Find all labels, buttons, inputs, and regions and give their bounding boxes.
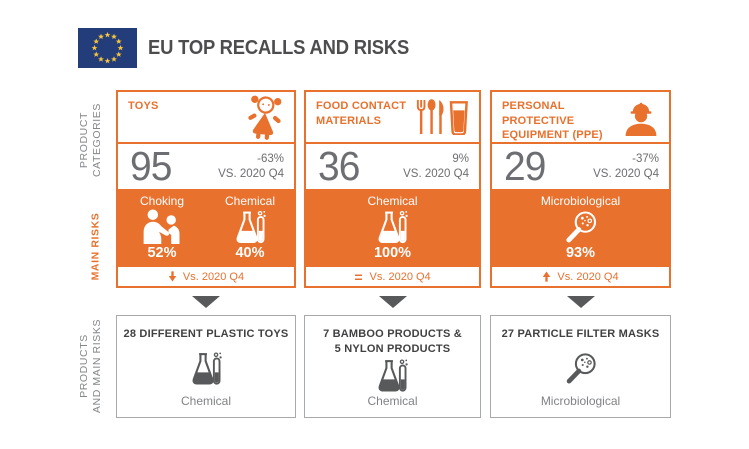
trend-equal-icon: =: [354, 268, 363, 285]
main-risk-band: Choking 52% Chemical 40%: [118, 189, 294, 267]
risk-choking: Choking 52%: [118, 189, 206, 267]
worker-helmet-icon: [625, 102, 657, 136]
trend-down-icon: [168, 271, 177, 282]
risk-pct: 93%: [565, 245, 596, 261]
products-card-fcm: 7 BAMBOO PRODUCTS & 5 NYLON PRODUCTS Che…: [304, 315, 481, 418]
trend-row: = Vs. 2020 Q4: [306, 267, 479, 286]
trend-row: Vs. 2020 Q4: [492, 267, 669, 286]
category-title: PERSONAL PROTECTIVE EQUIPMENT (PPE): [502, 100, 603, 142]
recall-delta: -63% VS. 2020 Q4: [218, 152, 284, 182]
chemical-flask-icon: [378, 209, 409, 244]
trend-up-icon: [543, 271, 551, 282]
products-card-ppe: 27 PARTICLE FILTER MASKS Microbiological: [490, 315, 671, 418]
products-title: 7 BAMBOO PRODUCTS & 5 NYLON PRODUCTS: [323, 328, 462, 355]
category-title: TOYS: [128, 100, 159, 112]
risk-label: Choking: [139, 194, 185, 208]
delta-vs-label: VS. 2020 Q4: [218, 167, 284, 180]
products-title: 28 DIFFERENT PLASTIC TOYS: [123, 328, 289, 340]
risk-chemical: Chemical 100%: [306, 189, 479, 267]
flow-down-triangle-icon: [378, 296, 407, 308]
risk-chemical: Chemical 40%: [206, 189, 294, 267]
recall-stats: 29 -37% VS. 2020 Q4: [492, 144, 669, 189]
delta-vs-label: VS. 2020 Q4: [593, 167, 659, 180]
chemical-flask-icon: [192, 351, 223, 385]
recall-delta: 9% VS. 2020 Q4: [403, 152, 469, 182]
microbiological-magnifier-icon: [560, 209, 602, 244]
category-header: PERSONAL PROTECTIVE EQUIPMENT (PPE): [492, 92, 669, 144]
category-title: FOOD CONTACT MATERIALS: [316, 100, 407, 127]
main-risk-band: Chemical 100%: [306, 189, 479, 267]
eu-flag-icon: [78, 28, 137, 68]
chemical-flask-icon: [378, 358, 409, 393]
products-risk-icon-wrap: [376, 357, 409, 394]
risk-pct: 52%: [147, 245, 177, 261]
risk-label: Chemical: [224, 194, 275, 208]
delta-value: -37%: [632, 152, 659, 165]
recall-delta: -37% VS. 2020 Q4: [593, 152, 659, 182]
risk-label: Microbiological: [540, 194, 621, 208]
products-risk-icon-wrap: [561, 342, 601, 394]
cutlery-glass-icon: [416, 99, 468, 135]
recall-count: 95: [130, 143, 172, 189]
main-risk-band: Microbiological 93%: [492, 189, 669, 267]
delta-value: -63%: [257, 152, 284, 165]
risk-pct: 40%: [235, 245, 265, 261]
sidebar-label-products-and-main-risks: PRODUCTS AND MAIN RISKS: [78, 318, 104, 414]
trend-row: Vs. 2020 Q4: [118, 267, 294, 286]
recall-stats: 36 9% VS. 2020 Q4: [306, 144, 479, 189]
flow-down-triangle-icon: [192, 296, 220, 308]
trend-label: Vs. 2020 Q4: [182, 270, 245, 283]
category-header: FOOD CONTACT MATERIALS: [306, 92, 479, 144]
trend-label: Vs. 2020 Q4: [557, 270, 619, 283]
category-card-ppe: PERSONAL PROTECTIVE EQUIPMENT (PPE) 29 -…: [490, 90, 671, 288]
sidebar-label-product-categories: PRODUCT CATEGORIES: [78, 102, 104, 178]
products-risk-label: Microbiological: [540, 394, 621, 408]
risk-microbiological: Microbiological 93%: [492, 189, 669, 267]
recall-count: 36: [318, 143, 360, 189]
doll-icon: [245, 94, 285, 140]
microbiological-magnifier-icon: [561, 351, 601, 385]
category-card-toys: TOYS 95 -63% VS. 2020 Q4 Choking 52% Che…: [116, 90, 296, 288]
trend-label: Vs. 2020 Q4: [369, 270, 431, 283]
recall-stats: 95 -63% VS. 2020 Q4: [118, 144, 294, 189]
page-title: EU TOP RECALLS AND RISKS: [148, 36, 410, 59]
products-risk-icon-wrap: [190, 342, 223, 394]
products-risk-label: Chemical: [367, 394, 418, 408]
column-food-contact-materials: FOOD CONTACT MATERIALS 36 9% VS. 2020 Q4…: [304, 0, 481, 449]
recall-count: 29: [504, 143, 546, 189]
risk-label: Chemical: [367, 194, 418, 208]
products-card-toys: 28 DIFFERENT PLASTIC TOYS Chemical: [116, 315, 296, 418]
column-toys: TOYS 95 -63% VS. 2020 Q4 Choking 52% Che…: [116, 0, 296, 449]
category-header: TOYS: [118, 92, 294, 144]
products-risk-label: Chemical: [180, 394, 231, 408]
choking-icon: [143, 209, 180, 244]
category-card-fcm: FOOD CONTACT MATERIALS 36 9% VS. 2020 Q4…: [304, 90, 481, 288]
column-ppe: PERSONAL PROTECTIVE EQUIPMENT (PPE) 29 -…: [490, 0, 671, 449]
delta-value: 9%: [452, 152, 469, 165]
flow-down-triangle-icon: [566, 296, 595, 308]
delta-vs-label: VS. 2020 Q4: [403, 167, 469, 180]
risk-pct: 100%: [373, 245, 412, 261]
sidebar-label-main-risks: MAIN RISKS: [89, 212, 102, 281]
products-title: 27 PARTICLE FILTER MASKS: [501, 328, 660, 340]
chemical-flask-icon: [236, 209, 267, 244]
